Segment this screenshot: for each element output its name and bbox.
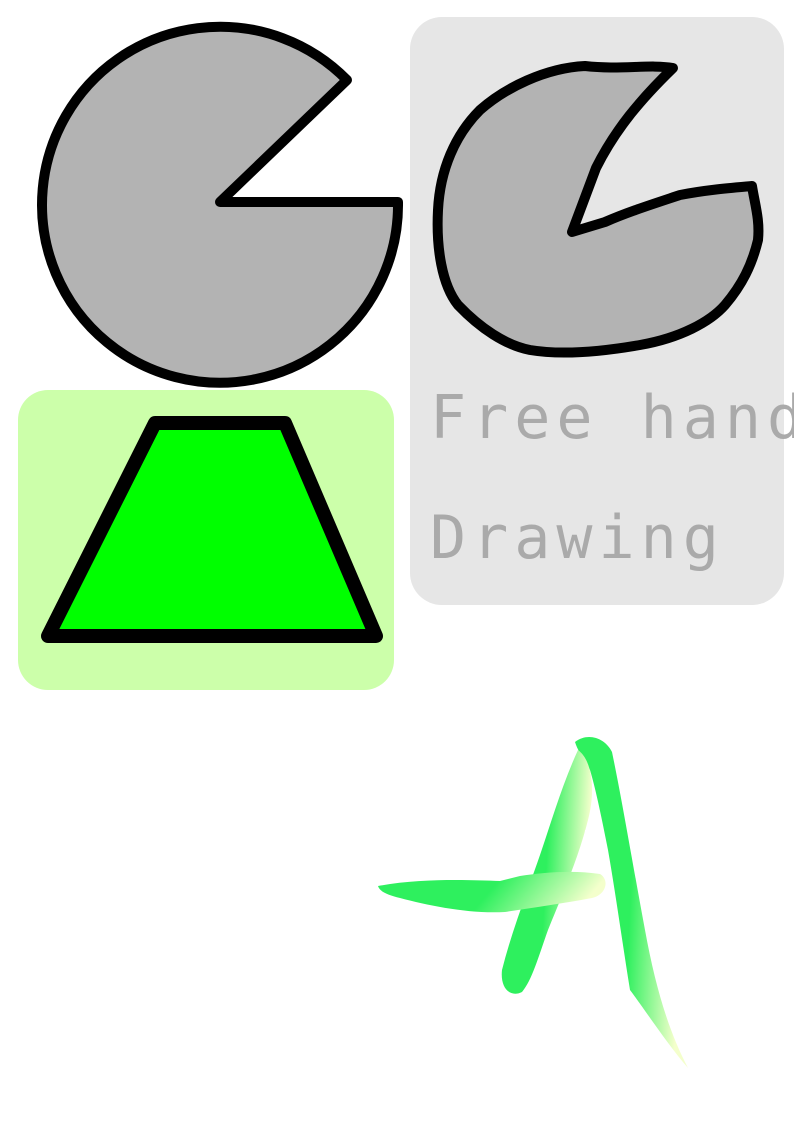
freehand-pie-shape[interactable] xyxy=(432,61,764,358)
a-letter-brush-stroke xyxy=(378,737,688,1068)
freehand-text-line1: Free hand xyxy=(430,383,794,453)
trapezoid-shape[interactable] xyxy=(41,416,383,643)
freehand-text-line2: Drawing xyxy=(430,503,725,573)
pie-shape[interactable] xyxy=(37,21,404,388)
